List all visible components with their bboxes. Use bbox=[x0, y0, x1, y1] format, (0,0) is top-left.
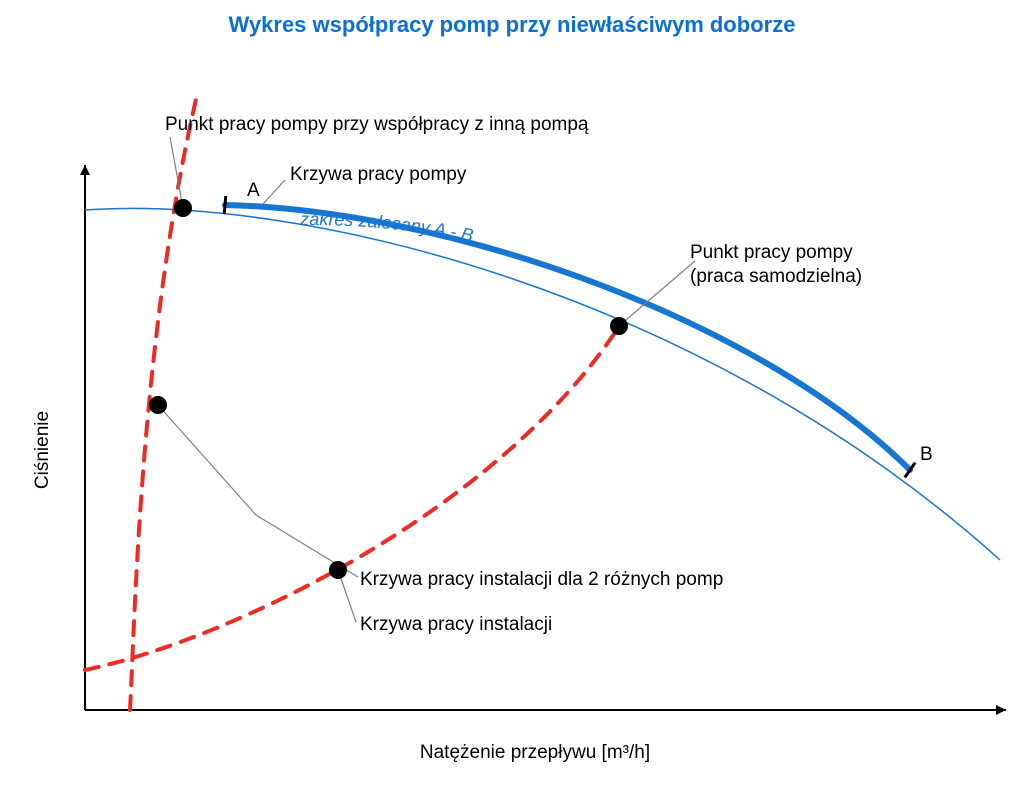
range-label: zakres zalecany A - B bbox=[299, 209, 475, 246]
chart-area: zakres zalecany A - B AB Punkt pracy pom… bbox=[0, 0, 1024, 811]
callout-solo-point: Punkt pracy pompy(praca samodzielna) bbox=[690, 242, 862, 287]
x-axis-label: Natężenie przepływu [m³/h] bbox=[420, 742, 650, 763]
callout-labels: Punkt pracy pompy przy współpracy z inną… bbox=[165, 114, 862, 635]
callout-lines bbox=[158, 137, 695, 622]
y-axis-label: Ciśnienie bbox=[32, 411, 53, 489]
callout-coop-point: Punkt pracy pompy przy współpracy z inną… bbox=[165, 114, 589, 135]
pump-curve: zakres zalecany A - B bbox=[85, 196, 1000, 560]
callout-pump-curve: Krzywa pracy pompy bbox=[290, 164, 467, 185]
label-b: B bbox=[920, 444, 933, 465]
callout-installation: Krzywa pracy instalacji bbox=[360, 614, 552, 635]
label-a: A bbox=[247, 180, 260, 201]
callout-installation-two-pumps: Krzywa pracy instalacji dla 2 różnych po… bbox=[360, 569, 723, 590]
points: AB bbox=[149, 180, 933, 579]
